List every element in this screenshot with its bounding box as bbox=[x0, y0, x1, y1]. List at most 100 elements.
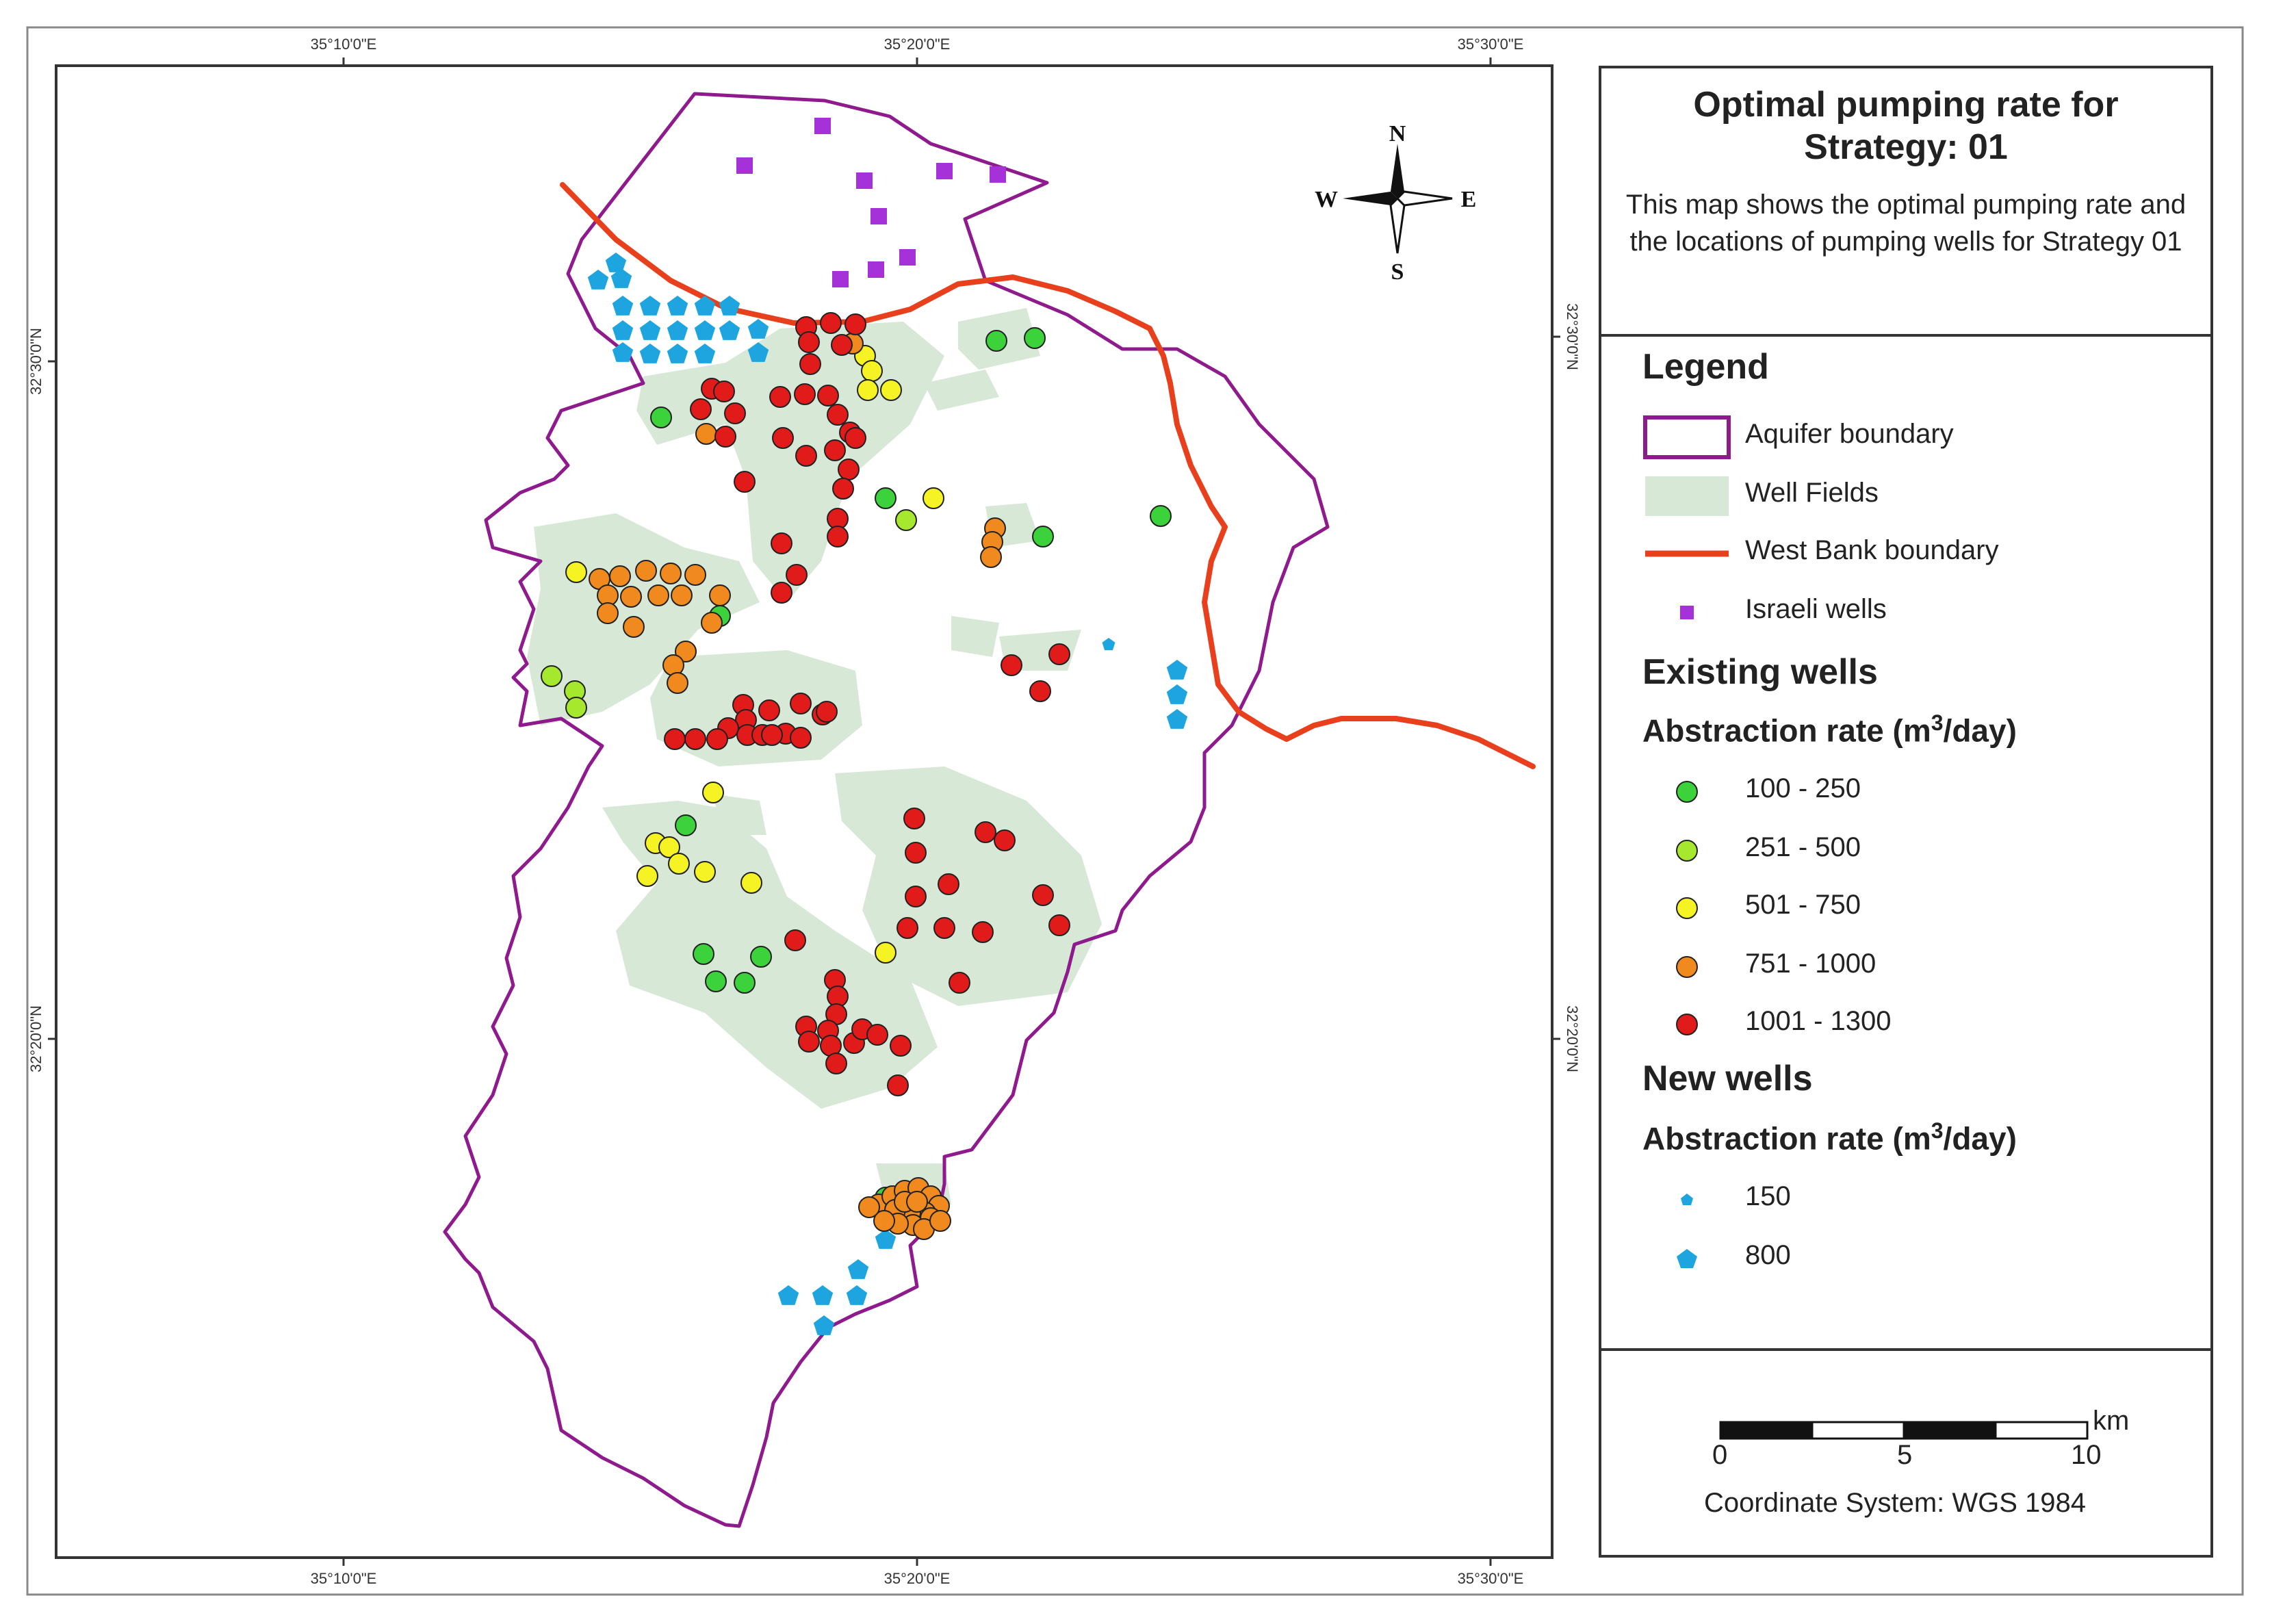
graticule-ticks bbox=[48, 57, 1560, 1566]
existing-well-class5 bbox=[771, 582, 792, 604]
existing-well-class5 bbox=[1001, 654, 1022, 676]
compass-e: E bbox=[1461, 187, 1477, 212]
existing-well-class5 bbox=[724, 402, 746, 424]
existing-well-class4 bbox=[647, 584, 669, 606]
new-well bbox=[667, 344, 688, 363]
existing-well-class3 bbox=[565, 561, 587, 583]
outer-frame bbox=[26, 26, 2244, 1596]
abstraction-label: Abstraction rate (m bbox=[1642, 1120, 1931, 1157]
well-field bbox=[835, 766, 1102, 1006]
bottom-tick-label: 35°30'0"E bbox=[1458, 1570, 1524, 1587]
new-well bbox=[667, 296, 688, 315]
new-well bbox=[612, 320, 634, 340]
new-well bbox=[694, 320, 716, 340]
existing-well-class5 bbox=[664, 728, 686, 750]
abstraction-sup: 3 bbox=[1931, 1118, 1944, 1143]
israeli-wells bbox=[736, 118, 1006, 287]
existing-well-class5 bbox=[905, 842, 927, 864]
existing-well-class5 bbox=[820, 312, 842, 334]
coordinate-system: Coordinate System: WGS 1984 bbox=[1704, 1488, 2087, 1518]
compass-rose: N S E W bbox=[1315, 121, 1476, 285]
existing-well-class4 bbox=[660, 563, 682, 584]
existing-well-class5 bbox=[903, 808, 925, 829]
existing-well-class2 bbox=[565, 697, 587, 719]
existing-well-class5 bbox=[933, 917, 955, 939]
existing-well-class4 bbox=[709, 584, 731, 606]
existing-well-class1 bbox=[650, 407, 672, 428]
existing-well-class2 bbox=[541, 665, 563, 687]
existing-well-class5 bbox=[772, 427, 794, 449]
west-bank-boundary bbox=[560, 182, 1536, 769]
scale-bar bbox=[1719, 1421, 2089, 1440]
legend-item-new-150: 150 bbox=[1642, 1176, 2190, 1224]
new-well bbox=[694, 296, 716, 315]
scale-unit: km bbox=[2093, 1406, 2130, 1436]
existing-well-class5 bbox=[784, 929, 806, 951]
aquifer-boundary bbox=[443, 92, 1330, 1528]
aquifer-swatch bbox=[1643, 415, 1731, 459]
top-tick-label: 35°30'0"E bbox=[1458, 36, 1524, 53]
existing-well-class4 bbox=[695, 423, 717, 445]
israeli-well bbox=[868, 261, 884, 278]
new-well bbox=[694, 344, 716, 363]
compass-arrow bbox=[1343, 192, 1397, 205]
existing-well-class5 bbox=[938, 873, 959, 895]
legend-label: 800 bbox=[1745, 1240, 1791, 1270]
scale-box: km 0 5 10 Coordinate System: WGS 1984 bbox=[1601, 1351, 2210, 1558]
compass-w: W bbox=[1315, 187, 1338, 212]
well-field bbox=[712, 794, 766, 835]
well-field-swatch bbox=[1645, 476, 1729, 516]
existing-well-class5 bbox=[994, 829, 1016, 851]
israeli-well bbox=[899, 249, 916, 266]
legend-item-class5: 1001 - 1300 bbox=[1642, 1001, 2190, 1048]
new-well bbox=[1166, 660, 1188, 680]
existing-well-class1 bbox=[1032, 526, 1054, 547]
existing-well-class5 bbox=[769, 386, 791, 408]
new-well bbox=[610, 268, 632, 288]
new-well bbox=[747, 319, 769, 339]
existing-well-class4 bbox=[597, 602, 619, 624]
existing-well-class1 bbox=[1150, 505, 1172, 527]
new-800-swatch bbox=[1677, 1249, 1697, 1268]
existing-well-class4 bbox=[620, 586, 642, 608]
existing-well-class5 bbox=[975, 821, 996, 843]
legend-label: 150 bbox=[1745, 1181, 1791, 1211]
existing-well-class5 bbox=[838, 459, 860, 480]
existing-well-class3 bbox=[875, 942, 897, 964]
left-tick-label: 32°20'0"N bbox=[27, 1005, 44, 1072]
new-wells bbox=[587, 253, 1188, 1335]
legend-heading: Legend bbox=[1642, 347, 1769, 387]
legend-item-class2: 251 - 500 bbox=[1642, 827, 2190, 875]
existing-well-class5 bbox=[706, 728, 728, 750]
existing-well-class1 bbox=[734, 972, 756, 994]
map-title: Optimal pumping rate for Strategy: 01 bbox=[1693, 85, 2119, 167]
existing-well-class4 bbox=[873, 1210, 895, 1232]
existing-well-class5 bbox=[817, 385, 839, 407]
existing-well-class4 bbox=[667, 672, 688, 694]
class3-swatch bbox=[1676, 897, 1698, 919]
existing-well-class5 bbox=[887, 1074, 909, 1096]
existing-well-class5 bbox=[827, 526, 849, 547]
existing-well-class4 bbox=[980, 546, 1002, 568]
new-well bbox=[812, 1285, 834, 1305]
existing-well-class5 bbox=[844, 427, 866, 449]
existing-well-class1 bbox=[705, 970, 727, 992]
existing-well-class3 bbox=[694, 861, 716, 883]
existing-well-class4 bbox=[701, 612, 723, 634]
existing-well-class5 bbox=[690, 398, 712, 420]
existing-well-class3 bbox=[658, 836, 680, 858]
legend-item-well-fields: Well Fields bbox=[1642, 472, 2190, 520]
legend-label: 251 - 500 bbox=[1745, 832, 1861, 862]
existing-well-class5 bbox=[1048, 914, 1070, 936]
legend-box: Legend Aquifer boundary Well Fields West… bbox=[1601, 337, 2210, 1351]
legend-label: Aquifer boundary bbox=[1745, 419, 1954, 449]
existing-well-class4 bbox=[675, 641, 697, 662]
right-tick-label: 32°30'0"N bbox=[1564, 303, 1581, 370]
legend-label: Well Fields bbox=[1745, 478, 1879, 508]
bottom-tick-label: 35°10'0"E bbox=[311, 1570, 377, 1587]
existing-well-class5 bbox=[795, 445, 817, 467]
existing-well-class4 bbox=[623, 616, 645, 638]
top-tick-label: 35°10'0"E bbox=[311, 36, 377, 53]
legend-label: 1001 - 1300 bbox=[1745, 1006, 1892, 1036]
existing-well-class5 bbox=[832, 478, 854, 500]
